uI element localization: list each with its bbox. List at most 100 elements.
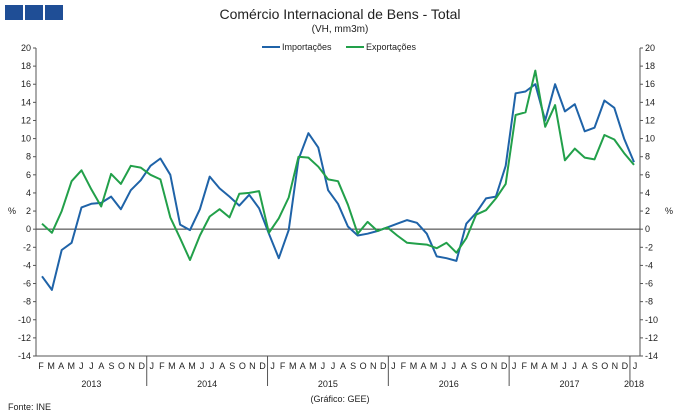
x-month-label: J [210, 361, 215, 371]
y-tick-label-right: -8 [645, 297, 653, 307]
y-tick-label-left: -12 [18, 333, 31, 343]
x-month-label: S [592, 361, 598, 371]
y-tick-label-left: 10 [21, 134, 31, 144]
x-year-label: 2018 [624, 379, 644, 389]
x-month-label: J [452, 361, 457, 371]
x-month-label: M [188, 361, 196, 371]
y-tick-label-right: 4 [645, 188, 650, 198]
y-tick-label-right: -10 [645, 315, 658, 325]
x-year-label: 2015 [318, 379, 338, 389]
y-tick-label-right: 10 [645, 134, 655, 144]
x-month-label: S [229, 361, 235, 371]
x-month-label: J [89, 361, 94, 371]
x-month-label: J [270, 361, 275, 371]
y-tick-label-left: -10 [18, 315, 31, 325]
y-tick-label-left: 12 [21, 115, 31, 125]
legend-label-importacoes: Importações [282, 42, 332, 52]
x-month-label: A [179, 361, 185, 371]
x-month-label: N [249, 361, 256, 371]
x-year-label: 2017 [560, 379, 580, 389]
x-month-label: O [239, 361, 246, 371]
x-month-label: A [58, 361, 64, 371]
y-tick-label-right: -12 [645, 333, 658, 343]
x-month-label: O [601, 361, 608, 371]
x-month-label: A [461, 361, 467, 371]
x-month-label: J [572, 361, 577, 371]
legend-label-exportacoes: Exportações [366, 42, 417, 52]
x-month-label: J [200, 361, 205, 371]
credit-label: (Gráfico: GEE) [310, 394, 370, 404]
x-month-label: M [551, 361, 559, 371]
x-month-label: J [391, 361, 396, 371]
x-month-label: M [289, 361, 297, 371]
y-tick-label-right: 20 [645, 43, 655, 53]
series-line-importacoes [41, 83, 635, 291]
y-tick-label-left: 20 [21, 43, 31, 53]
x-month-label: J [79, 361, 84, 371]
x-month-label: D [501, 361, 508, 371]
y-tick-label-left: 0 [26, 224, 31, 234]
source-label: Fonte: INE [8, 402, 52, 412]
x-month-label: M [309, 361, 317, 371]
chart-title: Comércio Internacional de Bens - Total [219, 6, 461, 22]
x-year-label: 2016 [439, 379, 459, 389]
x-month-label: S [108, 361, 114, 371]
x-month-label: D [259, 361, 266, 371]
x-month-label: F [159, 361, 165, 371]
x-month-label: A [582, 361, 588, 371]
y-tick-label-right: -4 [645, 260, 653, 270]
y-tick-label-right: 0 [645, 224, 650, 234]
x-month-label: M [430, 361, 438, 371]
y-tick-label-left: -2 [23, 242, 31, 252]
y-tick-label-left: -6 [23, 279, 31, 289]
x-month-label: A [421, 361, 427, 371]
y-tick-label-right: 6 [645, 170, 650, 180]
x-month-label: J [512, 361, 517, 371]
y-axis-label-left: % [8, 206, 16, 216]
y-tick-label-right: -6 [645, 279, 653, 289]
y-tick-label-right: 2 [645, 206, 650, 216]
x-month-label: J [562, 361, 567, 371]
y-tick-label-right: 14 [645, 97, 655, 107]
x-month-label: N [612, 361, 619, 371]
x-month-label: A [340, 361, 346, 371]
x-month-label: F [401, 361, 407, 371]
y-tick-label-right: 8 [645, 152, 650, 162]
x-month-label: S [471, 361, 477, 371]
y-tick-label-left: 14 [21, 97, 31, 107]
x-month-label: F [38, 361, 44, 371]
x-month-label: J [633, 361, 638, 371]
ine-logo [5, 5, 63, 20]
chart-subtitle: (VH, mm3m) [311, 24, 369, 35]
x-month-label: D [380, 361, 387, 371]
x-month-label: M [410, 361, 418, 371]
x-month-label: M [531, 361, 539, 371]
x-month-label: A [541, 361, 547, 371]
x-month-label: O [480, 361, 487, 371]
y-tick-label-left: 4 [26, 188, 31, 198]
x-month-label: O [118, 361, 125, 371]
y-tick-label-right: -2 [645, 242, 653, 252]
x-month-label: D [138, 361, 145, 371]
x-year-label: 2013 [81, 379, 101, 389]
y-tick-label-left: -8 [23, 297, 31, 307]
x-month-label: A [300, 361, 306, 371]
x-month-label: D [622, 361, 629, 371]
y-tick-label-right: 18 [645, 61, 655, 71]
y-tick-label-right: -14 [645, 351, 658, 361]
x-month-label: J [331, 361, 336, 371]
x-month-label: S [350, 361, 356, 371]
y-tick-label-right: 16 [645, 79, 655, 89]
x-year-label: 2014 [197, 379, 217, 389]
y-tick-label-left: -4 [23, 260, 31, 270]
x-month-label: F [280, 361, 286, 371]
x-month-label: A [219, 361, 225, 371]
y-tick-label-left: 16 [21, 79, 31, 89]
y-tick-label-left: 6 [26, 170, 31, 180]
x-month-label: O [360, 361, 367, 371]
y-axis-label-right: % [665, 206, 673, 216]
x-month-label: M [67, 361, 75, 371]
y-tick-label-left: 8 [26, 152, 31, 162]
y-tick-label-left: 2 [26, 206, 31, 216]
